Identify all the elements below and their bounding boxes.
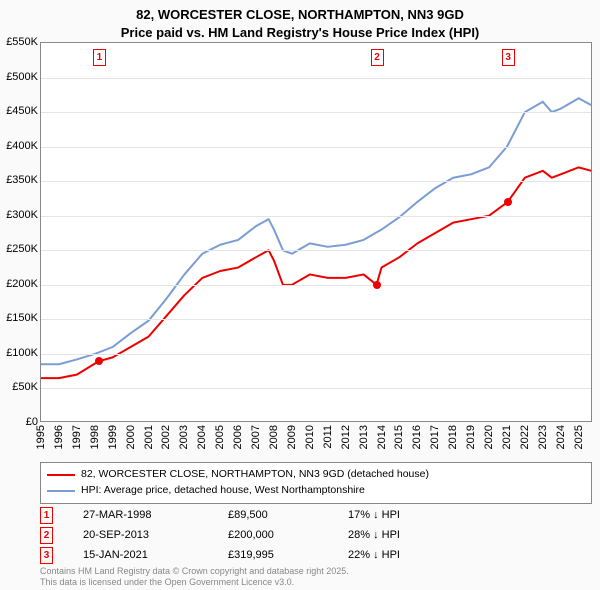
title-line-2: Price paid vs. HM Land Registry's House … (121, 25, 480, 40)
x-axis-label: 2023 (537, 425, 549, 449)
sale-marker-icon: 2 (40, 527, 53, 544)
legend-label: HPI: Average price, detached house, West… (81, 483, 365, 499)
copyright-footer: Contains HM Land Registry data © Crown c… (40, 566, 349, 589)
legend-swatch-icon (47, 474, 75, 476)
sale-hpi-delta: 17% ↓ HPI (348, 509, 448, 521)
footer-line-2: This data is licensed under the Open Gov… (40, 577, 294, 587)
x-axis-label: 2000 (125, 425, 137, 449)
legend-swatch-icon (47, 490, 75, 492)
y-axis-label: £350K (0, 174, 38, 186)
x-axis-label: 2004 (196, 425, 208, 449)
legend-item: 82, WORCESTER CLOSE, NORTHAMPTON, NN3 9G… (47, 467, 585, 483)
chart-marker-icon: 3 (502, 49, 515, 66)
x-axis-label: 2005 (214, 425, 226, 449)
x-axis-label: 2024 (555, 425, 567, 449)
legend-item: HPI: Average price, detached house, West… (47, 483, 585, 499)
sale-date: 27-MAR-1998 (83, 509, 228, 521)
y-axis-label: £100K (0, 347, 38, 359)
x-axis-label: 2007 (250, 425, 262, 449)
y-axis-label: £300K (0, 209, 38, 221)
title-line-1: 82, WORCESTER CLOSE, NORTHAMPTON, NN3 9G… (136, 7, 464, 22)
chart-title: 82, WORCESTER CLOSE, NORTHAMPTON, NN3 9G… (0, 0, 600, 41)
sale-date: 15-JAN-2021 (83, 549, 228, 561)
x-axis-label: 1996 (53, 425, 65, 449)
sales-table: 1 27-MAR-1998 £89,500 17% ↓ HPI 2 20-SEP… (40, 505, 448, 565)
sale-point-icon (504, 198, 512, 206)
x-axis-label: 2019 (465, 425, 477, 449)
x-axis-label: 1995 (35, 425, 47, 449)
x-axis-label: 2014 (376, 425, 388, 449)
sale-marker-icon: 1 (40, 507, 53, 524)
y-axis-label: £550K (0, 36, 38, 48)
x-axis-label: 2012 (340, 425, 352, 449)
x-axis-label: 2011 (322, 425, 334, 449)
y-axis-label: £500K (0, 71, 38, 83)
x-axis-label: 2022 (519, 425, 531, 449)
x-axis-label: 2001 (143, 425, 155, 449)
chart-legend: 82, WORCESTER CLOSE, NORTHAMPTON, NN3 9G… (40, 462, 592, 504)
sale-date: 20-SEP-2013 (83, 529, 228, 541)
x-axis-label: 2025 (573, 425, 585, 449)
y-axis-label: £50K (0, 381, 38, 393)
chart-marker-icon: 1 (93, 49, 106, 66)
x-axis-label: 2002 (160, 425, 172, 449)
table-row: 3 15-JAN-2021 £319,995 22% ↓ HPI (40, 545, 448, 565)
chart-svg (41, 43, 593, 423)
y-axis-label: £250K (0, 243, 38, 255)
x-axis-label: 1998 (89, 425, 101, 449)
y-axis-label: £200K (0, 278, 38, 290)
x-axis-label: 2008 (268, 425, 280, 449)
x-axis-label: 2009 (286, 425, 298, 449)
sale-price: £89,500 (228, 509, 348, 521)
x-axis-label: 2013 (358, 425, 370, 449)
sale-point-icon (373, 281, 381, 289)
x-axis-label: 1997 (71, 425, 83, 449)
legend-label: 82, WORCESTER CLOSE, NORTHAMPTON, NN3 9G… (81, 467, 429, 483)
sale-hpi-delta: 22% ↓ HPI (348, 549, 448, 561)
y-axis-label: £150K (0, 312, 38, 324)
x-axis-label: 2017 (429, 425, 441, 449)
x-axis-label: 2021 (501, 425, 513, 449)
x-axis-label: 2020 (483, 425, 495, 449)
x-axis-label: 2003 (178, 425, 190, 449)
x-axis-label: 2006 (232, 425, 244, 449)
sale-price: £200,000 (228, 529, 348, 541)
x-axis-label: 2018 (447, 425, 459, 449)
x-axis-label: 2016 (411, 425, 423, 449)
x-axis-label: 2015 (393, 425, 405, 449)
chart-marker-icon: 2 (371, 49, 384, 66)
y-axis-label: £0 (0, 416, 38, 428)
x-axis-label: 1999 (107, 425, 119, 449)
sale-price: £319,995 (228, 549, 348, 561)
footer-line-1: Contains HM Land Registry data © Crown c… (40, 566, 349, 576)
sale-point-icon (95, 357, 103, 365)
x-axis-label: 2010 (304, 425, 316, 449)
chart-container: 82, WORCESTER CLOSE, NORTHAMPTON, NN3 9G… (0, 0, 600, 590)
y-axis-label: £400K (0, 140, 38, 152)
sale-marker-icon: 3 (40, 547, 53, 564)
table-row: 2 20-SEP-2013 £200,000 28% ↓ HPI (40, 525, 448, 545)
table-row: 1 27-MAR-1998 £89,500 17% ↓ HPI (40, 505, 448, 525)
y-axis-label: £450K (0, 105, 38, 117)
chart-plot-area: 1995199619971998199920002001200220032004… (40, 42, 592, 422)
sale-hpi-delta: 28% ↓ HPI (348, 529, 448, 541)
